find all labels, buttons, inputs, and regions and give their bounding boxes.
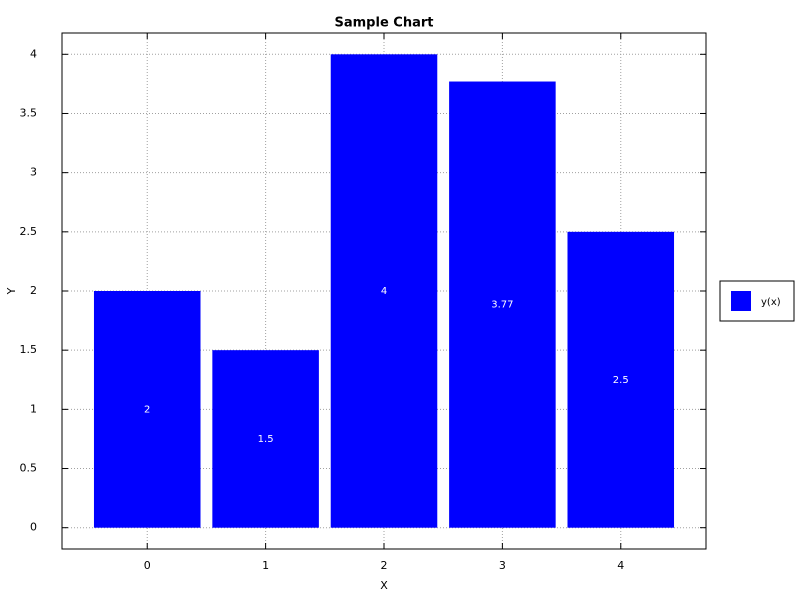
x-tick-label: 1: [262, 559, 269, 572]
y-axis-label: Y: [5, 287, 18, 295]
bar: [93, 291, 201, 528]
x-tick-label: 3: [499, 559, 506, 572]
bar: [449, 81, 556, 528]
bar: [567, 231, 675, 528]
legend-swatch: [731, 291, 751, 311]
y-tick-label: 0: [30, 521, 37, 534]
y-tick-label: 1: [30, 402, 37, 415]
bar: [330, 54, 438, 528]
x-tick-label: 0: [144, 559, 151, 572]
data-label: 3.77: [491, 300, 513, 311]
data-label: 4: [381, 286, 387, 297]
x-axis-label: X: [380, 579, 388, 592]
data-label: 2.5: [613, 375, 629, 386]
y-tick-label: 3.5: [20, 106, 38, 119]
plot-frame: [61, 32, 707, 550]
y-tick-label: 4: [30, 47, 37, 60]
chart-title: Sample Chart: [335, 16, 434, 31]
y-tick-label: 1.5: [20, 343, 38, 356]
bar: [212, 350, 319, 528]
data-label: 1.5: [258, 434, 274, 445]
y-tick-label: 0.5: [20, 462, 38, 475]
y-tick-label: 3: [30, 166, 37, 179]
x-tick-label: 4: [617, 559, 624, 572]
y-tick-label: 2: [30, 284, 37, 297]
legend-label: y(x): [761, 297, 781, 308]
y-tick-label: 2.5: [20, 225, 38, 238]
x-tick-label: 2: [381, 559, 388, 572]
legend: y(x): [719, 280, 795, 322]
data-label: 2: [144, 404, 150, 415]
